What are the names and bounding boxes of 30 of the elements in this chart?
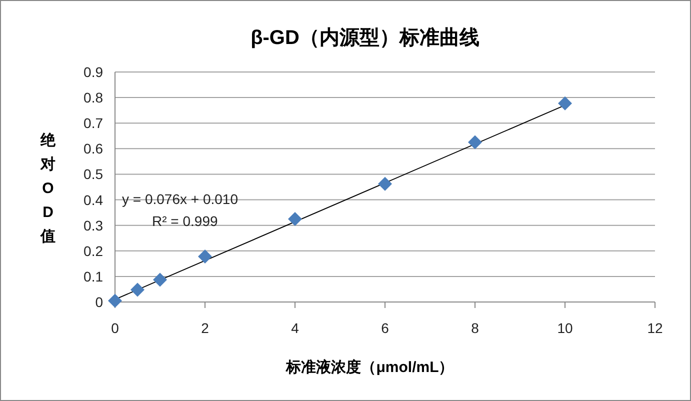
point	[108, 294, 122, 308]
x-axis-title: 标准液浓度（μmol/mL）	[285, 358, 454, 376]
point	[468, 135, 482, 150]
y-tick-label: 0.7	[84, 115, 104, 132]
point	[288, 212, 302, 226]
point	[130, 282, 144, 297]
y-tick-label: 0	[95, 294, 104, 310]
x-tick-label: 4	[291, 320, 300, 336]
x-tick-label: 6	[381, 320, 390, 336]
y-tick-label: 0.2	[84, 242, 104, 259]
y-tick-label: 0.6	[84, 140, 104, 157]
x-tick-label: 10	[557, 320, 573, 336]
point	[558, 96, 572, 110]
y-tick-label: 0.3	[84, 217, 104, 234]
x-tick-label: 0	[111, 320, 120, 336]
y-tick-label: 0.1	[84, 268, 104, 284]
y-tick-label: 0.5	[84, 166, 104, 182]
x-tick-label: 8	[471, 320, 480, 336]
y-axis-title: 绝对OD值	[40, 132, 56, 245]
x-tick-label: 2	[201, 320, 210, 336]
point	[153, 272, 167, 287]
x-tick-label: 12	[647, 320, 663, 336]
annotation: R² = 0.999	[152, 213, 218, 229]
chart-title: β-GD（内源型）标准曲线	[250, 26, 480, 49]
y-tick-label: 0.4	[84, 192, 104, 208]
y-tick-label: 0.8	[84, 90, 104, 106]
point	[378, 176, 392, 191]
y-tick-label: 0.9	[84, 64, 104, 80]
annotation: y = 0.076x + 0.010	[122, 191, 238, 207]
point	[198, 250, 212, 264]
